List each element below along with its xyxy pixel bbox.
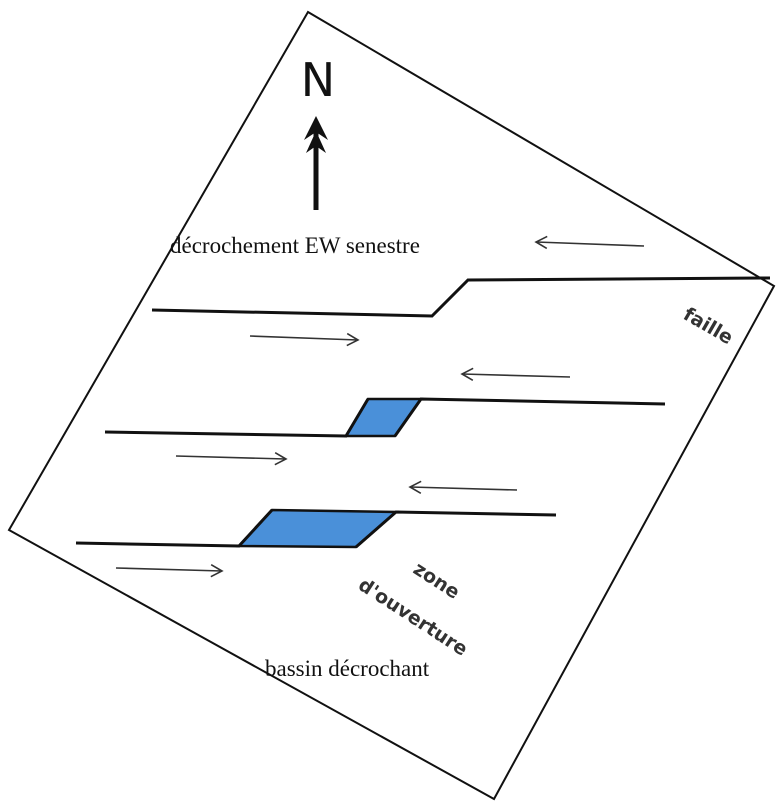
arrow-left-3 [408,480,518,494]
north-arrow-icon [304,116,328,210]
diagram-title: décrochement EW senestre [170,233,420,258]
arrow-right-3 [115,564,224,578]
arrow-right-2 [175,452,288,466]
arrow-left-2 [460,367,571,381]
fault-line-2-left [104,398,370,438]
fault-line-1 [151,276,771,318]
fault-label: faille [680,303,737,349]
fault-line-2-right [393,397,666,437]
arrow-right-1 [249,332,360,347]
basin-large [236,508,400,549]
diagram-frame [7,10,776,801]
north-label: N [301,53,335,107]
fault-line-3-left [75,508,274,548]
arrow-left-top [534,235,645,250]
fault-line-3-right [355,510,557,549]
basin-label: bassin décrochant [265,656,430,681]
opening-zone-label-line1: zone [409,558,463,604]
